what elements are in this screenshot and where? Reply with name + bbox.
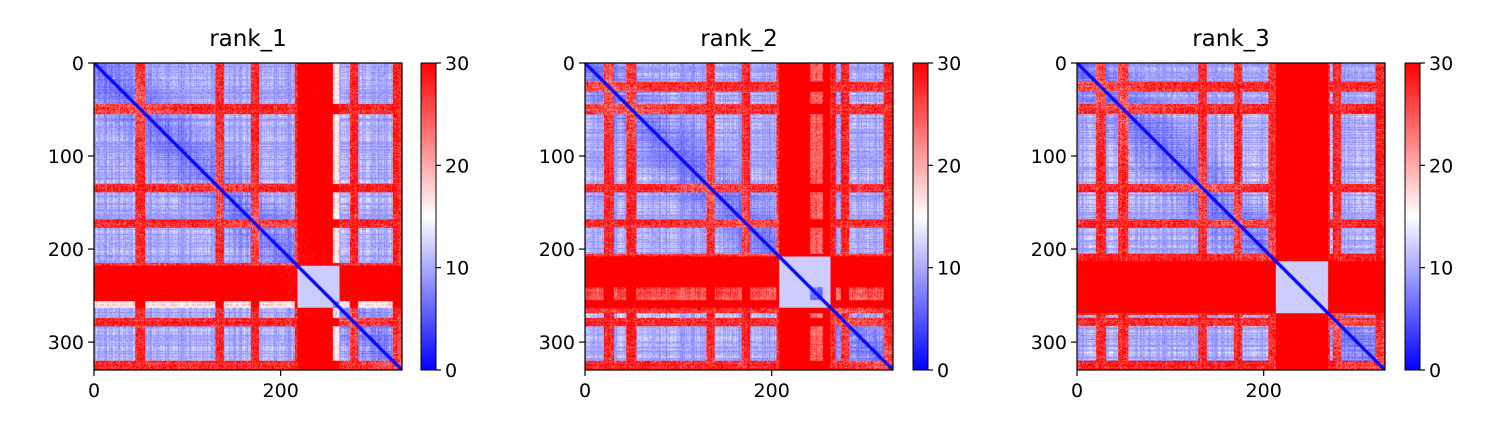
x-tick-label: 200 (1246, 380, 1282, 402)
x-tick-label: 0 (1071, 380, 1083, 402)
colorbar-tick-label: 30 (1429, 53, 1453, 75)
colorbar (420, 62, 437, 371)
colorbar-tick-label: 20 (445, 155, 469, 177)
chart-panel-3: rank_3 0 200 0 100 200 300 0 10 20 30 (1031, 26, 1453, 402)
colorbar-tick-label: 10 (1429, 258, 1453, 280)
heatmap-image-1 (94, 63, 402, 370)
colorbar (1404, 62, 1421, 371)
axes-frame (584, 62, 894, 371)
colorbar-tick-label: 0 (445, 360, 457, 382)
y-tick-label: 0 (563, 53, 575, 75)
colorbar-tick-label: 20 (937, 155, 961, 177)
y-tick-label: 100 (1031, 146, 1067, 168)
y-tick-label: 300 (48, 332, 84, 354)
chart-panel-2: rank_2 0 200 0 100 200 300 0 10 20 30 (539, 26, 961, 402)
chart-panel-1: rank_1 0 200 0 100 200 300 0 10 20 30 (48, 26, 469, 402)
y-tick-label: 0 (72, 53, 84, 75)
y-tick-label: 100 (539, 146, 575, 168)
y-tick-label: 200 (48, 239, 84, 261)
y-tick-label: 200 (1031, 239, 1067, 261)
y-tick-label: 200 (539, 239, 575, 261)
x-tick-label: 200 (754, 380, 790, 402)
colorbar-tick-label: 20 (1429, 155, 1453, 177)
chart-title: rank_2 (700, 26, 778, 52)
colorbar-tick-label: 0 (1429, 360, 1441, 382)
x-tick-label: 0 (88, 380, 100, 402)
y-tick-label: 0 (1055, 53, 1067, 75)
colorbar-tick-label: 0 (937, 360, 949, 382)
colorbar-tick-label: 10 (445, 258, 469, 280)
chart-title: rank_1 (209, 26, 287, 52)
colorbar-tick-label: 10 (937, 258, 961, 280)
colorbar (912, 62, 929, 371)
colorbar-tick-label: 30 (445, 53, 469, 75)
heatmap-image-3 (1077, 63, 1385, 370)
x-tick-label: 200 (263, 380, 299, 402)
axes-frame (93, 62, 403, 371)
heatmap-image-2 (585, 63, 893, 370)
colorbar-tick-label: 30 (937, 53, 961, 75)
axes-frame (1076, 62, 1386, 371)
y-tick-label: 300 (539, 332, 575, 354)
y-tick-label: 100 (48, 146, 84, 168)
x-tick-label: 0 (579, 380, 591, 402)
y-tick-label: 300 (1031, 332, 1067, 354)
chart-title: rank_3 (1192, 26, 1270, 52)
